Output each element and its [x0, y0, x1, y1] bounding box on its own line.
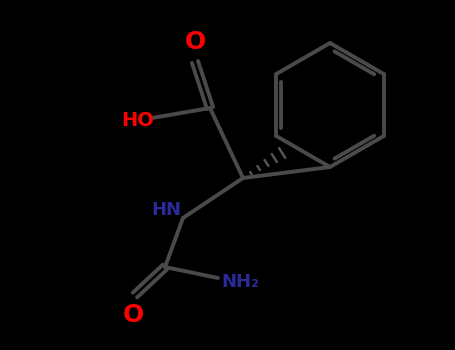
Text: O: O	[122, 303, 144, 327]
Text: HN: HN	[151, 201, 181, 219]
Text: O: O	[184, 30, 206, 54]
Text: NH₂: NH₂	[221, 273, 259, 291]
Text: HO: HO	[121, 111, 154, 130]
